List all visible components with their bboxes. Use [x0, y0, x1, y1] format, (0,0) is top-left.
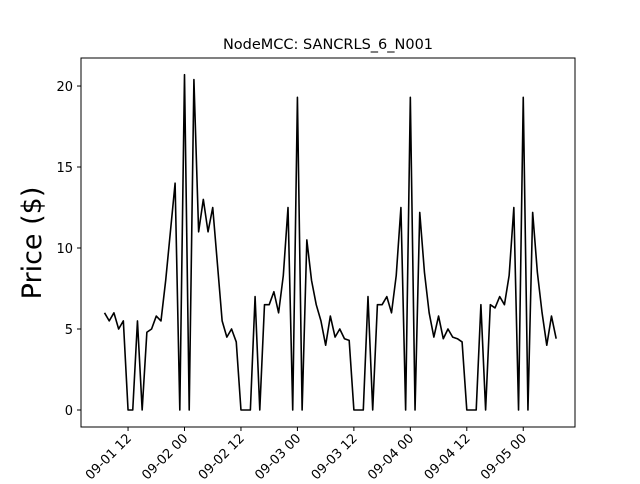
x-tick-label: 09-02 12	[196, 431, 248, 480]
y-tick-label: 10	[56, 242, 73, 257]
y-axis-label: Price ($)	[17, 187, 48, 300]
chart-title: NodeMCC: SANCRLS_6_N001	[223, 37, 433, 53]
x-tick-label: 09-01 12	[83, 431, 135, 480]
x-tick-label: 09-02 00	[139, 431, 191, 480]
price-line	[103, 73, 557, 411]
x-tick-label: 09-03 12	[309, 431, 361, 480]
x-tick-label: 09-04 00	[365, 431, 417, 480]
y-tick-label: 0	[65, 404, 73, 419]
x-tick-label: 09-05 00	[478, 431, 530, 480]
plot-frame	[80, 57, 576, 428]
x-tick-label: 09-04 12	[422, 431, 474, 480]
y-tick-label: 15	[56, 161, 73, 176]
y-tick-label: 5	[65, 323, 73, 338]
x-tick-label: 09-03 00	[252, 431, 304, 480]
y-tick-label: 20	[56, 80, 73, 95]
